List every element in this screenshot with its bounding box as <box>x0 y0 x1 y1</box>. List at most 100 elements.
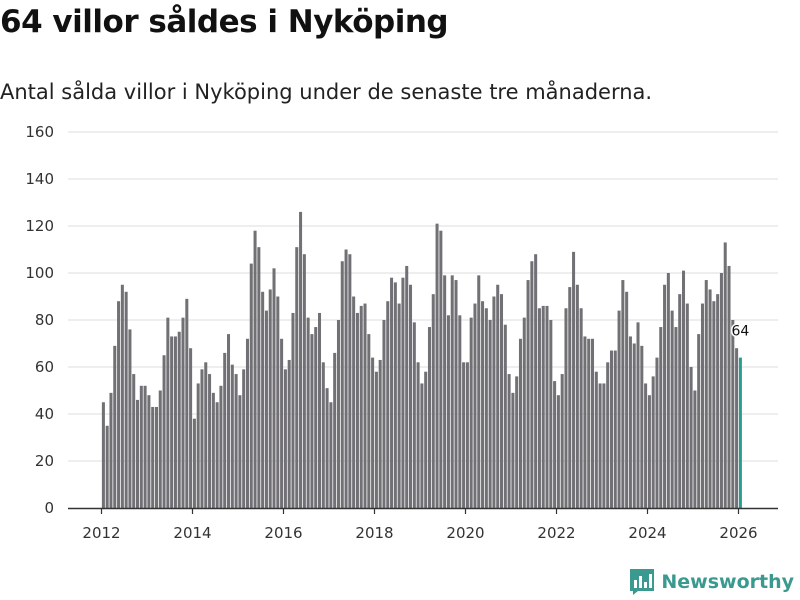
bar <box>382 320 386 508</box>
bar <box>708 289 712 508</box>
bar <box>355 312 359 508</box>
bar <box>628 336 632 508</box>
bar <box>439 230 443 508</box>
bar <box>651 376 655 508</box>
chart-subtitle: Antal sålda villor i Nyköping under de s… <box>0 80 653 104</box>
bar <box>329 402 333 508</box>
bar <box>735 348 739 508</box>
bar <box>704 280 708 508</box>
bar <box>268 289 272 508</box>
bar <box>458 315 462 508</box>
bar <box>594 371 598 508</box>
bar <box>534 254 538 508</box>
bar <box>666 273 670 508</box>
bar <box>340 261 344 508</box>
bar <box>333 352 337 508</box>
bar <box>693 390 697 508</box>
bar <box>177 331 181 508</box>
bar <box>518 338 522 508</box>
bar <box>192 418 196 508</box>
bar <box>208 374 212 508</box>
bar <box>227 334 231 508</box>
bar <box>321 362 325 508</box>
bar <box>367 334 371 508</box>
bar <box>606 362 610 508</box>
bar <box>632 343 636 508</box>
latest-value-label: 64 <box>731 324 749 340</box>
bar <box>261 291 265 508</box>
bar <box>185 298 189 508</box>
bar <box>575 284 579 508</box>
bar <box>371 357 375 508</box>
y-tick-label: 100 <box>25 264 54 282</box>
newsworthy-brand[interactable]: Newsworthy <box>629 568 794 596</box>
bar <box>727 265 731 508</box>
x-tick-label: 2016 <box>264 524 302 542</box>
bar <box>249 263 253 508</box>
bar <box>678 294 682 508</box>
bar <box>537 308 541 508</box>
bar <box>272 268 276 508</box>
bar <box>348 254 352 508</box>
bar <box>336 320 340 508</box>
bar <box>409 284 413 508</box>
bar <box>454 280 458 508</box>
bar <box>139 385 143 508</box>
bar <box>511 392 515 508</box>
bar <box>427 327 431 508</box>
bar <box>636 322 640 508</box>
bar <box>431 294 435 508</box>
bar <box>564 308 568 508</box>
bar <box>113 345 117 508</box>
bar <box>143 385 147 508</box>
bar <box>484 308 488 508</box>
bar <box>674 327 678 508</box>
bar <box>450 275 454 508</box>
bar <box>352 296 356 508</box>
bar <box>154 406 158 508</box>
x-tick-label: 2020 <box>446 524 484 542</box>
bar <box>276 296 280 508</box>
bar <box>162 355 166 508</box>
bar <box>295 247 299 508</box>
y-tick-label: 40 <box>35 405 54 423</box>
bar <box>507 374 511 508</box>
bar <box>132 374 136 508</box>
bar <box>424 371 428 508</box>
bar <box>173 336 177 508</box>
bar <box>496 284 500 508</box>
bar <box>621 280 625 508</box>
bar <box>257 247 261 508</box>
bar <box>560 374 564 508</box>
bar <box>325 388 329 508</box>
bar <box>682 270 686 508</box>
bar <box>465 362 469 508</box>
x-tick-label: 2014 <box>173 524 211 542</box>
y-tick-label: 80 <box>35 311 54 329</box>
bar <box>625 291 629 508</box>
bar <box>473 303 477 508</box>
y-tick-label: 160 <box>25 123 54 141</box>
y-tick-label: 20 <box>35 452 54 470</box>
bar <box>105 425 109 508</box>
bar <box>700 303 704 508</box>
y-tick-label: 0 <box>44 499 54 517</box>
bar <box>147 395 151 508</box>
bar <box>640 345 644 508</box>
bar <box>613 350 617 508</box>
y-tick-label: 140 <box>25 170 54 188</box>
grid-lines <box>68 131 778 462</box>
bar <box>234 374 238 508</box>
bar <box>393 282 397 508</box>
bar <box>591 338 595 508</box>
bar <box>117 301 121 508</box>
bar <box>170 336 174 508</box>
bar <box>515 376 519 508</box>
bar <box>609 350 613 508</box>
bar <box>659 327 663 508</box>
bar <box>731 320 735 508</box>
bar <box>363 303 367 508</box>
bar <box>253 230 257 508</box>
bar-latest <box>738 357 742 508</box>
